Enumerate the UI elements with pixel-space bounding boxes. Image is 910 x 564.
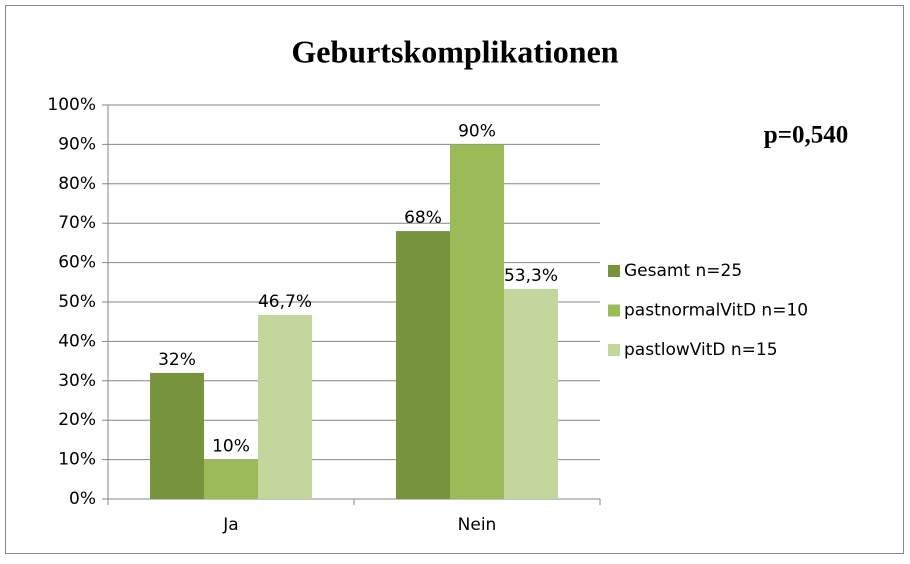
y-tick-label: 50% xyxy=(58,292,96,312)
value-label: 90% xyxy=(458,121,496,141)
legend-swatch xyxy=(608,304,620,317)
legend-label: pastlowVitD n=15 xyxy=(624,340,778,360)
value-label: 68% xyxy=(404,208,442,228)
bar xyxy=(450,144,504,499)
y-tick-label: 40% xyxy=(58,331,96,351)
bar xyxy=(396,231,450,499)
y-tick-label: 10% xyxy=(58,450,96,470)
y-tick-label: 90% xyxy=(58,134,96,154)
y-tick-label: 0% xyxy=(69,489,96,509)
value-label: 53,3% xyxy=(504,266,558,286)
y-tick-label: 80% xyxy=(58,174,96,194)
y-tick-label: 100% xyxy=(47,95,96,115)
value-label: 10% xyxy=(212,437,250,457)
x-tick-label: Nein xyxy=(458,515,497,535)
x-tick-label: Ja xyxy=(222,515,238,535)
value-label: 46,7% xyxy=(258,292,312,312)
bar xyxy=(204,459,258,499)
y-tick-label: 60% xyxy=(58,253,96,273)
annotation: p=0,540 xyxy=(764,122,848,149)
legend-label: Gesamt n=25 xyxy=(624,261,742,281)
legend-swatch xyxy=(608,265,620,277)
y-tick-label: 20% xyxy=(58,410,96,430)
legend-label: pastnormalVitD n=10 xyxy=(624,301,808,321)
bar xyxy=(258,315,312,499)
bar xyxy=(150,372,204,499)
chart-title: Geburtskomplikationen xyxy=(291,33,618,69)
bar xyxy=(504,288,558,499)
legend-swatch xyxy=(608,344,620,356)
y-tick-label: 70% xyxy=(58,213,96,233)
value-label: 32% xyxy=(158,350,196,370)
y-tick-label: 30% xyxy=(58,371,96,391)
